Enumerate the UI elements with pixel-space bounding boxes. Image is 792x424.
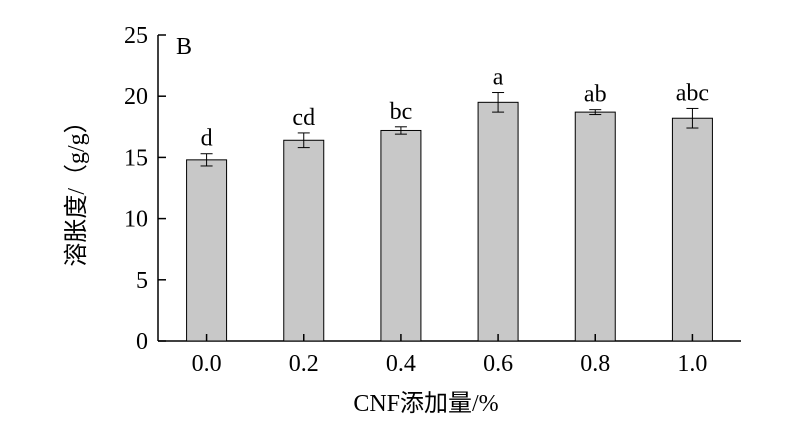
significance-label: a <box>493 65 504 91</box>
significance-label: abc <box>676 80 709 106</box>
bar <box>283 139 325 342</box>
x-tick-label: 0.4 <box>386 351 416 377</box>
y-tick-label: 25 <box>124 23 148 49</box>
bar <box>380 129 422 342</box>
x-axis-label: CNF添加量/% <box>353 390 498 417</box>
y-tick-label: 5 <box>136 268 148 294</box>
significance-label: cd <box>292 105 315 131</box>
axes <box>157 35 741 342</box>
x-tick-label: 0.8 <box>580 351 610 377</box>
y-tick-label: 10 <box>124 207 148 233</box>
significance-label: bc <box>390 99 413 125</box>
bars: d cd bc a ab abc <box>186 65 713 342</box>
panel-label: B <box>176 34 192 60</box>
y-tick-label: 0 <box>136 329 148 355</box>
bar <box>671 117 713 342</box>
y-tick-label: 15 <box>124 145 148 171</box>
x-tick-label: 0.6 <box>483 351 513 377</box>
x-tick-label: 0.2 <box>289 351 319 377</box>
x-ticks: 0.0 0.2 0.4 0.6 0.8 1.0 <box>192 334 707 377</box>
x-tick-label: 1.0 <box>677 351 707 377</box>
bar <box>477 101 519 342</box>
significance-label: ab <box>584 82 607 108</box>
x-tick-label: 0.0 <box>192 351 222 377</box>
y-axis-label: 溶胀度/（g/g） <box>63 109 90 266</box>
y-tick-label: 20 <box>124 84 148 110</box>
y-ticks: 0 5 10 15 20 25 <box>124 23 166 355</box>
bar <box>186 159 228 342</box>
significance-label: d <box>201 126 213 152</box>
bar <box>574 111 616 342</box>
